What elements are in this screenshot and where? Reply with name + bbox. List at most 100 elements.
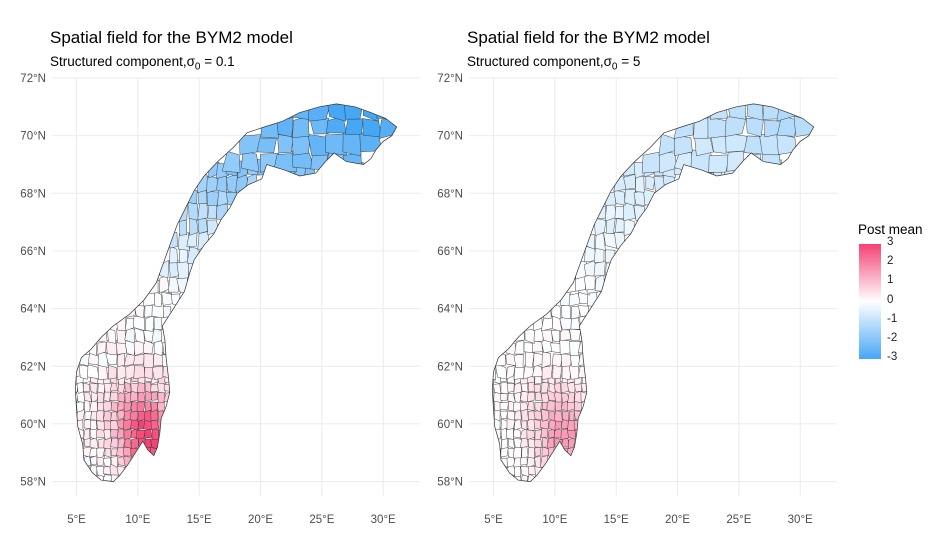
municipality	[103, 381, 113, 393]
subtitle-sigma: σ	[186, 54, 195, 69]
municipality	[137, 390, 146, 402]
municipality	[569, 410, 575, 421]
y-tick-label: 58°N	[437, 477, 463, 489]
municipality	[96, 465, 106, 477]
municipality	[89, 475, 99, 482]
x-tick-label: 5°E	[67, 514, 86, 526]
municipality	[87, 364, 100, 380]
y-tick-label: 60°N	[20, 419, 46, 431]
municipality	[102, 410, 112, 422]
municipality	[110, 456, 119, 468]
municipality	[534, 446, 542, 457]
legend-tick-label: 3	[887, 236, 894, 248]
municipality	[613, 189, 626, 206]
x-tick-label: 25°E	[309, 514, 334, 526]
map-right: 5°E 10°E 15°E 20°E 25°E 30°E 58°N 60°N 62°N 64°N 6…	[437, 73, 837, 526]
municipality	[110, 437, 119, 449]
municipality	[548, 410, 556, 422]
municipality	[197, 231, 209, 251]
municipality	[725, 132, 748, 153]
municipality	[542, 436, 549, 448]
municipality	[520, 402, 529, 412]
municipality	[151, 427, 160, 440]
municipality	[514, 339, 525, 355]
municipality	[519, 427, 529, 440]
municipality	[149, 447, 160, 459]
municipality	[500, 392, 508, 401]
municipality	[547, 428, 555, 439]
municipality	[533, 352, 543, 368]
municipality	[90, 419, 97, 431]
y-tick-label: 68°N	[20, 188, 46, 200]
municipality	[144, 390, 153, 401]
country-outline	[491, 103, 815, 482]
municipality	[507, 393, 516, 403]
municipality	[110, 401, 119, 413]
municipality	[539, 419, 549, 430]
municipality	[534, 402, 542, 413]
municipality	[569, 341, 581, 356]
municipality	[562, 410, 569, 422]
municipality	[724, 115, 747, 137]
x-tick-label: 15°E	[604, 514, 629, 526]
municipality	[116, 328, 127, 344]
municipality	[577, 305, 589, 318]
subtitle-sigma-index: 0	[194, 61, 201, 73]
municipality	[189, 217, 199, 236]
municipality	[574, 382, 582, 392]
municipality	[83, 437, 92, 447]
municipality	[583, 274, 596, 291]
municipality	[523, 363, 535, 380]
municipality	[541, 351, 552, 369]
municipality	[506, 428, 514, 440]
municipality	[520, 419, 528, 431]
municipality	[541, 329, 553, 343]
municipality	[623, 218, 636, 237]
subtitle-prefix: Structured component,	[467, 54, 604, 69]
municipality	[221, 151, 241, 173]
municipality	[291, 150, 315, 169]
municipality	[145, 381, 153, 394]
municipality	[526, 429, 535, 441]
x-tick-label: 30°E	[788, 514, 813, 526]
municipality	[761, 161, 772, 179]
y-tick-label: 70°N	[20, 131, 46, 143]
municipality	[103, 437, 112, 450]
y-tick-label: 62°N	[437, 361, 463, 373]
panel-subtitle: Structured component,σ0 = 0.1	[50, 54, 235, 73]
panel-subtitle: Structured component,σ0 = 5	[467, 54, 640, 73]
panel-title: Spatial field for the BYM2 model	[467, 28, 710, 47]
municipality	[143, 353, 154, 368]
municipality	[88, 340, 98, 356]
municipality	[142, 339, 154, 355]
municipality	[527, 401, 535, 411]
municipality	[532, 364, 544, 378]
municipality	[521, 445, 529, 459]
municipality	[561, 393, 570, 404]
municipality	[161, 340, 173, 356]
municipality	[492, 364, 497, 380]
municipality	[674, 135, 693, 156]
municipality	[500, 418, 508, 431]
municipality	[150, 391, 158, 401]
y-tick-label: 62°N	[20, 361, 46, 373]
municipality	[290, 103, 310, 120]
x-tick-label: 10°E	[125, 514, 150, 526]
municipality	[84, 400, 91, 413]
municipality	[553, 410, 563, 422]
municipality	[160, 328, 172, 344]
municipality	[526, 473, 537, 482]
municipality	[567, 401, 575, 412]
municipality	[776, 133, 797, 155]
panel-left: Spatial field for the BYM2 model Structu…	[0, 0, 430, 550]
municipalities	[492, 103, 814, 482]
municipality	[743, 153, 762, 170]
municipality	[150, 419, 159, 430]
municipality	[206, 191, 220, 206]
municipality	[168, 232, 178, 249]
municipality	[226, 191, 239, 208]
municipality	[605, 261, 616, 279]
municipality	[492, 392, 495, 403]
municipality	[326, 103, 347, 122]
municipality	[75, 457, 85, 468]
